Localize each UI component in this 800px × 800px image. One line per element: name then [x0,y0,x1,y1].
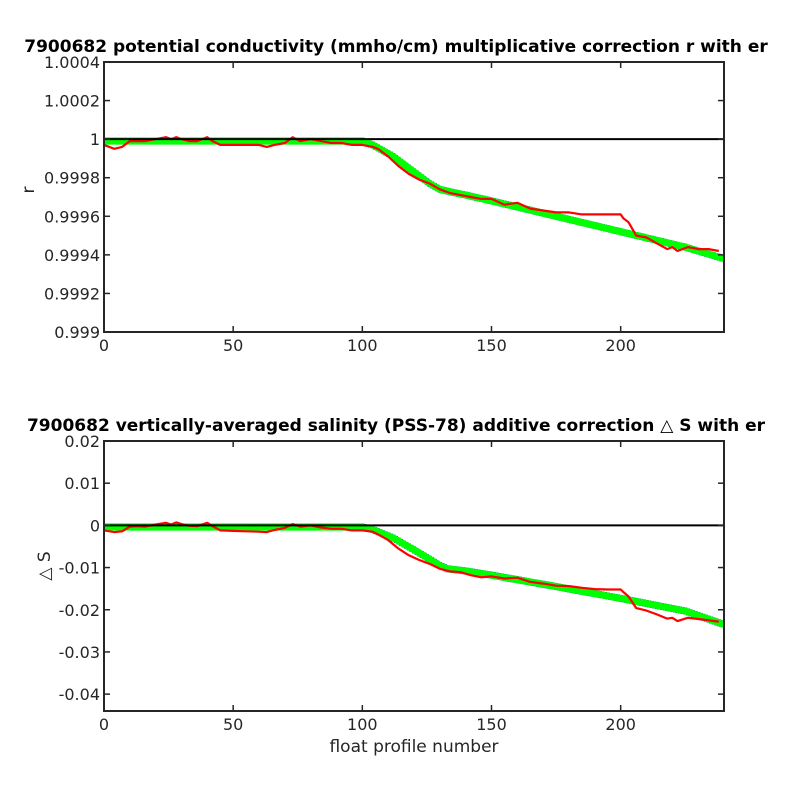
chart-title: 7900682 potential conductivity (mmho/cm)… [24,37,768,57]
y-tick-label: 1.0004 [44,53,100,72]
y-tick-label: 0.01 [64,474,100,493]
x-tick-label: 100 [347,715,378,734]
y-tick-label: 1.0002 [44,92,100,111]
y-tick-label: 1 [90,130,100,149]
y-tick-label: 0.999 [54,323,100,342]
y-axis-label: △ S [35,551,55,580]
y-tick-label: 0.9994 [44,246,100,265]
x-axis-label: float profile number [329,737,498,757]
chart-panel-1: 7900682 potential conductivity (mmho/cm)… [19,37,768,355]
y-tick-label: -0.04 [59,685,100,704]
y-tick-label: -0.02 [59,601,100,620]
fit-series [104,137,724,263]
fit-line [104,137,724,263]
fit-line [104,523,724,628]
x-tick-label: 0 [99,336,109,355]
fit-series [104,523,724,628]
y-tick-label: -0.03 [59,643,100,662]
x-tick-label: 150 [476,336,507,355]
axes-box [103,61,725,333]
axes-box [103,440,725,712]
plot-area [104,521,724,628]
y-tick-label: 0.02 [64,432,100,451]
chart-title: 7900682 vertically-averaged salinity (PS… [27,416,766,436]
y-tick-label: 0.9998 [44,169,100,188]
y-tick-label: 0.9992 [44,284,100,303]
x-tick-label: 50 [223,336,243,355]
errorbar-series [104,137,724,262]
raw-correction-line [104,521,719,623]
errorbar-series [104,523,724,628]
y-tick-label: 0 [90,516,100,535]
x-tick-label: 200 [605,336,636,355]
x-tick-label: 50 [223,715,243,734]
raw-correction-line [104,136,719,253]
x-tick-label: 150 [476,715,507,734]
chart-panel-2: 7900682 vertically-averaged salinity (PS… [27,416,766,757]
plot-area [104,136,724,263]
x-tick-label: 200 [605,715,636,734]
x-tick-label: 100 [347,336,378,355]
x-tick-label: 0 [99,715,109,734]
y-axis-label: r [19,187,39,194]
y-tick-label: -0.01 [59,559,100,578]
y-tick-label: 0.9996 [44,207,100,226]
